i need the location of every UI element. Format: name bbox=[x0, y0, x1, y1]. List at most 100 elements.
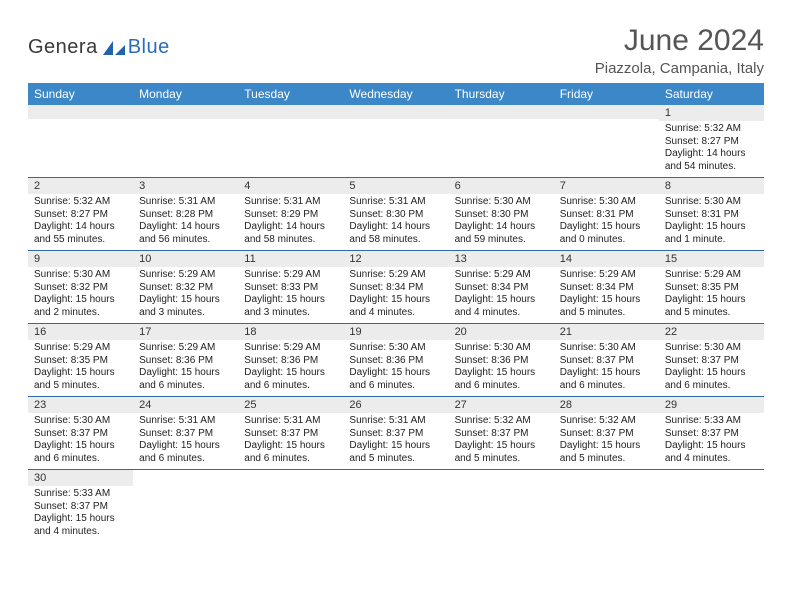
daylight-text: Daylight: 15 hours and 5 minutes. bbox=[560, 440, 653, 465]
dayhead-mon: Monday bbox=[133, 83, 238, 105]
sunrise-text: Sunrise: 5:29 AM bbox=[349, 269, 442, 282]
day-number: 28 bbox=[554, 397, 659, 413]
sunrise-text: Sunrise: 5:32 AM bbox=[560, 415, 653, 428]
day-number bbox=[449, 470, 554, 484]
calendar-cell: 8Sunrise: 5:30 AMSunset: 8:31 PMDaylight… bbox=[659, 178, 764, 251]
calendar-cell: 25Sunrise: 5:31 AMSunset: 8:37 PMDayligh… bbox=[238, 397, 343, 470]
day-data bbox=[238, 484, 343, 528]
day-data bbox=[449, 119, 554, 163]
day-number: 30 bbox=[28, 470, 133, 486]
daylight-text: Daylight: 15 hours and 5 minutes. bbox=[349, 440, 442, 465]
calendar-week: 9Sunrise: 5:30 AMSunset: 8:32 PMDaylight… bbox=[28, 251, 764, 324]
day-data: Sunrise: 5:33 AMSunset: 8:37 PMDaylight:… bbox=[28, 486, 133, 542]
day-data: Sunrise: 5:31 AMSunset: 8:37 PMDaylight:… bbox=[343, 413, 448, 469]
day-data bbox=[343, 484, 448, 528]
calendar-cell: 24Sunrise: 5:31 AMSunset: 8:37 PMDayligh… bbox=[133, 397, 238, 470]
day-number: 3 bbox=[133, 178, 238, 194]
day-data bbox=[343, 119, 448, 163]
title-block: June 2024 Piazzola, Campania, Italy bbox=[595, 24, 764, 77]
day-data: Sunrise: 5:30 AMSunset: 8:32 PMDaylight:… bbox=[28, 267, 133, 323]
calendar-cell: 15Sunrise: 5:29 AMSunset: 8:35 PMDayligh… bbox=[659, 251, 764, 324]
day-number bbox=[343, 105, 448, 119]
daylight-text: Daylight: 15 hours and 5 minutes. bbox=[560, 294, 653, 319]
daylight-text: Daylight: 15 hours and 6 minutes. bbox=[139, 367, 232, 392]
day-number: 4 bbox=[238, 178, 343, 194]
sunset-text: Sunset: 8:30 PM bbox=[349, 209, 442, 222]
day-number: 7 bbox=[554, 178, 659, 194]
calendar-cell: 17Sunrise: 5:29 AMSunset: 8:36 PMDayligh… bbox=[133, 324, 238, 397]
day-number: 8 bbox=[659, 178, 764, 194]
calendar-cell: 23Sunrise: 5:30 AMSunset: 8:37 PMDayligh… bbox=[28, 397, 133, 470]
daylight-text: Daylight: 15 hours and 5 minutes. bbox=[665, 294, 758, 319]
calendar-week: 1Sunrise: 5:32 AMSunset: 8:27 PMDaylight… bbox=[28, 105, 764, 178]
calendar-cell: 21Sunrise: 5:30 AMSunset: 8:37 PMDayligh… bbox=[554, 324, 659, 397]
dayhead-thu: Thursday bbox=[449, 83, 554, 105]
sunset-text: Sunset: 8:31 PM bbox=[560, 209, 653, 222]
day-data: Sunrise: 5:29 AMSunset: 8:36 PMDaylight:… bbox=[133, 340, 238, 396]
sunrise-text: Sunrise: 5:30 AM bbox=[665, 196, 758, 209]
calendar-cell: 27Sunrise: 5:32 AMSunset: 8:37 PMDayligh… bbox=[449, 397, 554, 470]
calendar-cell: 3Sunrise: 5:31 AMSunset: 8:28 PMDaylight… bbox=[133, 178, 238, 251]
day-number: 23 bbox=[28, 397, 133, 413]
sunset-text: Sunset: 8:34 PM bbox=[560, 282, 653, 295]
sunset-text: Sunset: 8:30 PM bbox=[455, 209, 548, 222]
calendar-cell: 28Sunrise: 5:32 AMSunset: 8:37 PMDayligh… bbox=[554, 397, 659, 470]
calendar-cell: 10Sunrise: 5:29 AMSunset: 8:32 PMDayligh… bbox=[133, 251, 238, 324]
day-data: Sunrise: 5:33 AMSunset: 8:37 PMDaylight:… bbox=[659, 413, 764, 469]
day-data: Sunrise: 5:32 AMSunset: 8:37 PMDaylight:… bbox=[554, 413, 659, 469]
day-data: Sunrise: 5:30 AMSunset: 8:37 PMDaylight:… bbox=[28, 413, 133, 469]
sunrise-text: Sunrise: 5:29 AM bbox=[244, 269, 337, 282]
daylight-text: Daylight: 15 hours and 6 minutes. bbox=[34, 440, 127, 465]
calendar-cell: 2Sunrise: 5:32 AMSunset: 8:27 PMDaylight… bbox=[28, 178, 133, 251]
calendar-cell: 7Sunrise: 5:30 AMSunset: 8:31 PMDaylight… bbox=[554, 178, 659, 251]
sunset-text: Sunset: 8:37 PM bbox=[455, 428, 548, 441]
sunrise-text: Sunrise: 5:32 AM bbox=[665, 123, 758, 136]
sunset-text: Sunset: 8:37 PM bbox=[244, 428, 337, 441]
calendar-cell: 4Sunrise: 5:31 AMSunset: 8:29 PMDaylight… bbox=[238, 178, 343, 251]
day-number: 26 bbox=[343, 397, 448, 413]
calendar-cell: 12Sunrise: 5:29 AMSunset: 8:34 PMDayligh… bbox=[343, 251, 448, 324]
sunset-text: Sunset: 8:37 PM bbox=[139, 428, 232, 441]
daylight-text: Daylight: 15 hours and 5 minutes. bbox=[455, 440, 548, 465]
day-number bbox=[343, 470, 448, 484]
calendar-cell bbox=[554, 470, 659, 543]
calendar-cell bbox=[449, 105, 554, 178]
sunset-text: Sunset: 8:37 PM bbox=[349, 428, 442, 441]
calendar-page: Genera Blue June 2024 Piazzola, Campania… bbox=[0, 0, 792, 566]
sunrise-text: Sunrise: 5:31 AM bbox=[244, 415, 337, 428]
calendar-cell: 18Sunrise: 5:29 AMSunset: 8:36 PMDayligh… bbox=[238, 324, 343, 397]
calendar-cell: 19Sunrise: 5:30 AMSunset: 8:36 PMDayligh… bbox=[343, 324, 448, 397]
day-number: 11 bbox=[238, 251, 343, 267]
sunrise-text: Sunrise: 5:30 AM bbox=[665, 342, 758, 355]
sunset-text: Sunset: 8:29 PM bbox=[244, 209, 337, 222]
day-number: 15 bbox=[659, 251, 764, 267]
sunset-text: Sunset: 8:35 PM bbox=[34, 355, 127, 368]
sunset-text: Sunset: 8:27 PM bbox=[665, 136, 758, 149]
sunset-text: Sunset: 8:34 PM bbox=[455, 282, 548, 295]
sunset-text: Sunset: 8:37 PM bbox=[665, 428, 758, 441]
sunrise-text: Sunrise: 5:30 AM bbox=[560, 342, 653, 355]
daylight-text: Daylight: 15 hours and 2 minutes. bbox=[34, 294, 127, 319]
day-data: Sunrise: 5:31 AMSunset: 8:29 PMDaylight:… bbox=[238, 194, 343, 250]
calendar-table: Sunday Monday Tuesday Wednesday Thursday… bbox=[28, 83, 764, 542]
day-number bbox=[133, 470, 238, 484]
daylight-text: Daylight: 15 hours and 6 minutes. bbox=[665, 367, 758, 392]
sunrise-text: Sunrise: 5:30 AM bbox=[349, 342, 442, 355]
month-title: June 2024 bbox=[595, 24, 764, 58]
daylight-text: Daylight: 15 hours and 0 minutes. bbox=[560, 221, 653, 246]
daylight-text: Daylight: 15 hours and 1 minute. bbox=[665, 221, 758, 246]
daylight-text: Daylight: 15 hours and 4 minutes. bbox=[665, 440, 758, 465]
sunset-text: Sunset: 8:28 PM bbox=[139, 209, 232, 222]
calendar-week: 16Sunrise: 5:29 AMSunset: 8:35 PMDayligh… bbox=[28, 324, 764, 397]
daylight-text: Daylight: 15 hours and 6 minutes. bbox=[349, 367, 442, 392]
daylight-text: Daylight: 14 hours and 58 minutes. bbox=[244, 221, 337, 246]
day-data: Sunrise: 5:32 AMSunset: 8:37 PMDaylight:… bbox=[449, 413, 554, 469]
day-data bbox=[238, 119, 343, 163]
calendar-cell: 16Sunrise: 5:29 AMSunset: 8:35 PMDayligh… bbox=[28, 324, 133, 397]
day-data bbox=[659, 484, 764, 528]
sunset-text: Sunset: 8:37 PM bbox=[665, 355, 758, 368]
day-data bbox=[554, 484, 659, 528]
day-data: Sunrise: 5:32 AMSunset: 8:27 PMDaylight:… bbox=[28, 194, 133, 250]
day-number: 1 bbox=[659, 105, 764, 121]
sunrise-text: Sunrise: 5:29 AM bbox=[139, 342, 232, 355]
